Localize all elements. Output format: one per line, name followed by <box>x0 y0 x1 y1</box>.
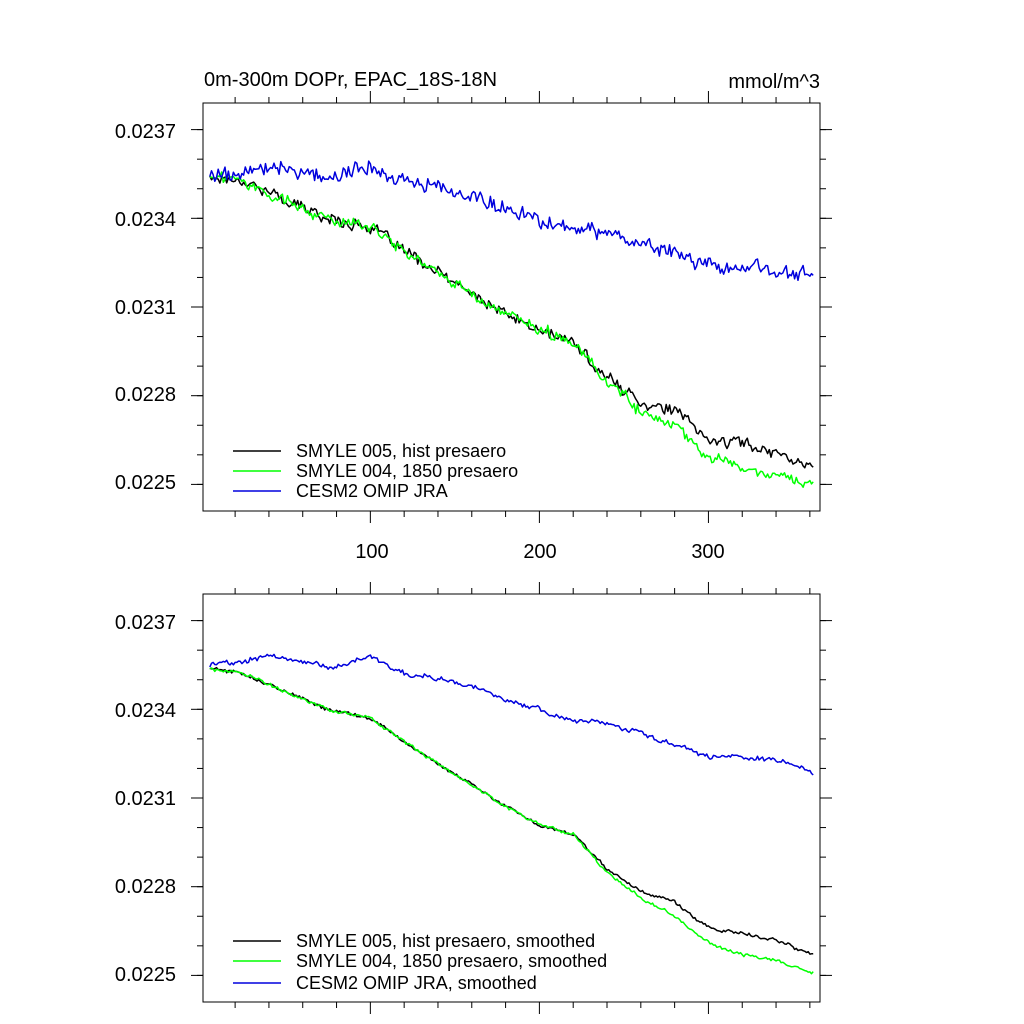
y-tick-label: 0.0234 <box>115 700 176 722</box>
x-tick-label: 200 <box>523 541 556 563</box>
x-tick-label: 300 <box>691 541 724 563</box>
series-line-smoothed-2 <box>209 653 814 776</box>
bottom-series-lines <box>209 653 814 975</box>
legend-label: SMYLE 005, hist presaero <box>296 441 506 461</box>
y-tick-label: 0.0231 <box>115 297 176 319</box>
legend-label: SMYLE 004, 1850 presaero <box>296 461 518 481</box>
x-tick-label: 100 <box>355 541 388 563</box>
bottom-panel: 0.0225 0.0228 0.0231 0.0234 0.0237 SMYLE… <box>115 582 832 1014</box>
y-tick-label: 0.0237 <box>115 612 176 634</box>
legend-label: CESM2 OMIP JRA <box>296 481 448 501</box>
y-tick-label: 0.0228 <box>115 876 176 898</box>
y-tick-label: 0.0234 <box>115 209 176 231</box>
top-axes-ticks <box>191 91 832 523</box>
series-line-raw-1 <box>209 171 814 488</box>
series-line-raw-2 <box>209 160 814 282</box>
y-tick-label: 0.0231 <box>115 788 176 810</box>
y-tick-label: 0.0225 <box>115 964 176 986</box>
top-y-tick-labels: 0.0225 0.0228 0.0231 0.0234 0.0237 <box>115 121 176 494</box>
bottom-axes-ticks <box>191 582 832 1014</box>
bottom-legend: SMYLE 005, hist presaero, smoothed SMYLE… <box>233 931 607 993</box>
top-legend: SMYLE 005, hist presaero SMYLE 004, 1850… <box>233 441 518 501</box>
series-line-raw-0 <box>209 175 814 469</box>
top-x-tick-labels: 100 200 300 <box>355 541 724 563</box>
panel-title: 0m-300m DOPr, EPAC_18S-18N <box>204 69 497 91</box>
bottom-plot-frame <box>202 593 821 1003</box>
series-line-smoothed-0 <box>209 666 814 955</box>
legend-label: SMYLE 004, 1850 presaero, smoothed <box>296 951 607 971</box>
top-panel: 0m-300m DOPr, EPAC_18S-18N mmol/m^3 0.02… <box>115 69 832 563</box>
bottom-y-tick-labels: 0.0225 0.0228 0.0231 0.0234 0.0237 <box>115 612 176 986</box>
legend-label: CESM2 OMIP JRA, smoothed <box>296 973 537 993</box>
legend-label: SMYLE 005, hist presaero, smoothed <box>296 931 595 951</box>
y-tick-label: 0.0225 <box>115 472 176 494</box>
y-tick-label: 0.0237 <box>115 121 176 143</box>
y-tick-label: 0.0228 <box>115 384 176 406</box>
units-label: mmol/m^3 <box>728 71 820 93</box>
top-series-lines <box>209 160 814 488</box>
top-plot-frame <box>202 102 821 512</box>
series-line-smoothed-1 <box>209 667 814 975</box>
